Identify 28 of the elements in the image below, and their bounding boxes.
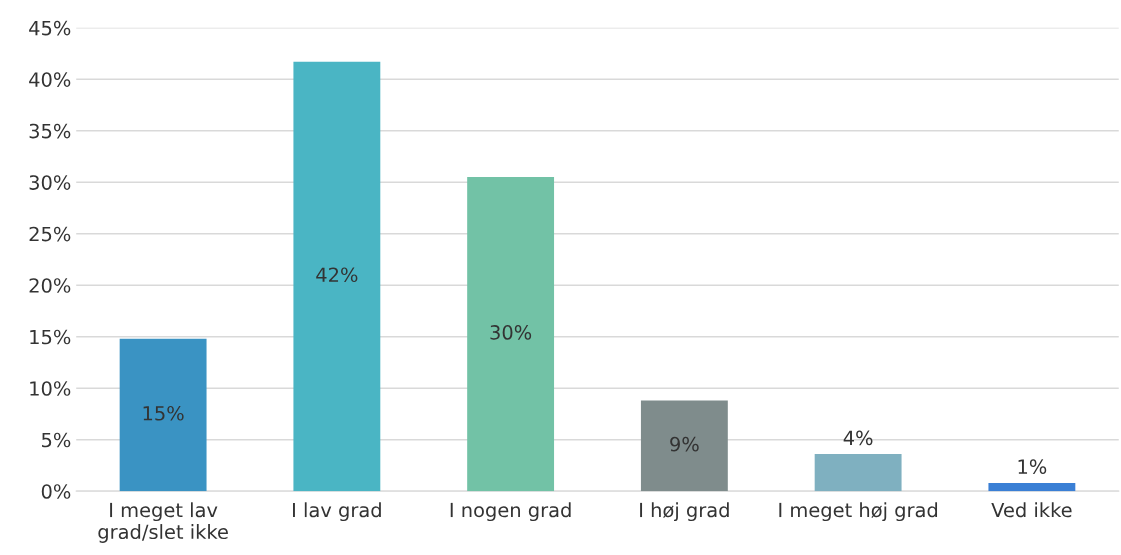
- y-tick-label: 30%: [29, 175, 71, 190]
- data-label: 9%: [670, 436, 699, 452]
- x-tick-label: I høj grad: [640, 502, 729, 522]
- x-tick-label: I lav grad: [293, 502, 381, 522]
- data-label: 42%: [316, 267, 358, 283]
- y-tick-label: 40%: [29, 72, 71, 87]
- y-tick-label: 10%: [30, 381, 71, 396]
- y-tick-label: 15%: [30, 329, 71, 345]
- bar: [988, 482, 1076, 492]
- y-tick-label: 35%: [29, 123, 71, 139]
- x-tick-label: I meget lav grad/slet ikke: [98, 502, 228, 543]
- x-tick-label: I nogen grad: [450, 502, 571, 522]
- y-tick-label: 5%: [42, 432, 71, 448]
- data-label: 4%: [843, 430, 873, 446]
- data-label: 1%: [1018, 459, 1047, 475]
- data-label: 15%: [143, 405, 184, 421]
- y-tick-label: 25%: [29, 226, 71, 242]
- bar: [640, 400, 728, 492]
- y-tick-label: 0%: [41, 484, 71, 499]
- bar: [814, 454, 902, 492]
- x-tick-label: Ved ikke: [991, 502, 1072, 518]
- x-tick-label: I meget høj grad: [779, 502, 938, 522]
- bar: [293, 61, 381, 492]
- y-tick-label: 20%: [29, 278, 71, 293]
- y-tick-label: 45%: [29, 20, 71, 36]
- bar: [119, 338, 207, 492]
- bar: [467, 177, 555, 492]
- data-label: 30%: [490, 325, 532, 340]
